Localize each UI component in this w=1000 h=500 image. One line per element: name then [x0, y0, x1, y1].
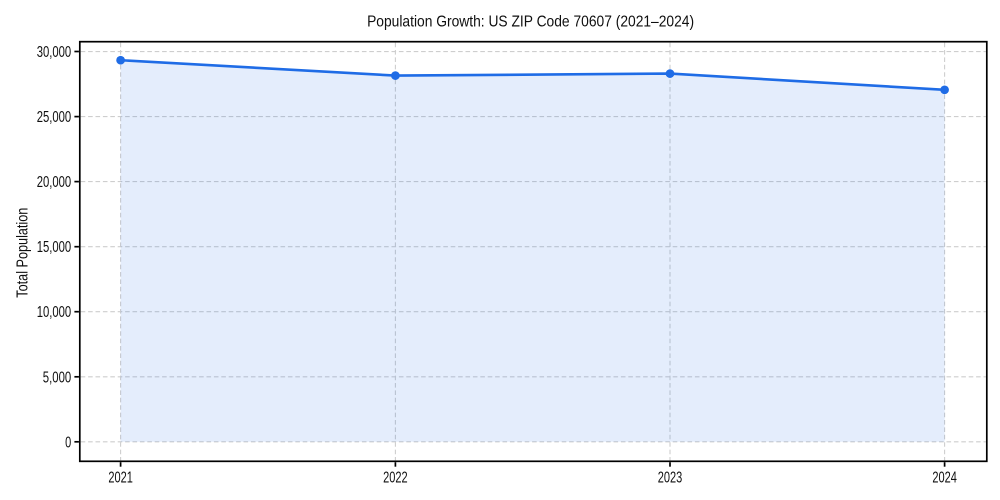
svg-text:5,000: 5,000: [43, 369, 71, 386]
svg-text:Population Growth: US ZIP Code: Population Growth: US ZIP Code 70607 (20…: [367, 14, 694, 31]
svg-text:25,000: 25,000: [37, 109, 72, 126]
svg-text:2023: 2023: [658, 470, 683, 487]
svg-text:10,000: 10,000: [37, 304, 72, 321]
svg-text:20,000: 20,000: [37, 174, 72, 191]
svg-text:15,000: 15,000: [37, 239, 72, 256]
svg-text:30,000: 30,000: [37, 44, 72, 61]
svg-text:0: 0: [65, 434, 71, 451]
svg-text:2024: 2024: [932, 470, 957, 487]
svg-text:2022: 2022: [383, 470, 408, 487]
svg-text:Total Population: Total Population: [14, 208, 31, 298]
svg-text:2021: 2021: [108, 470, 133, 487]
